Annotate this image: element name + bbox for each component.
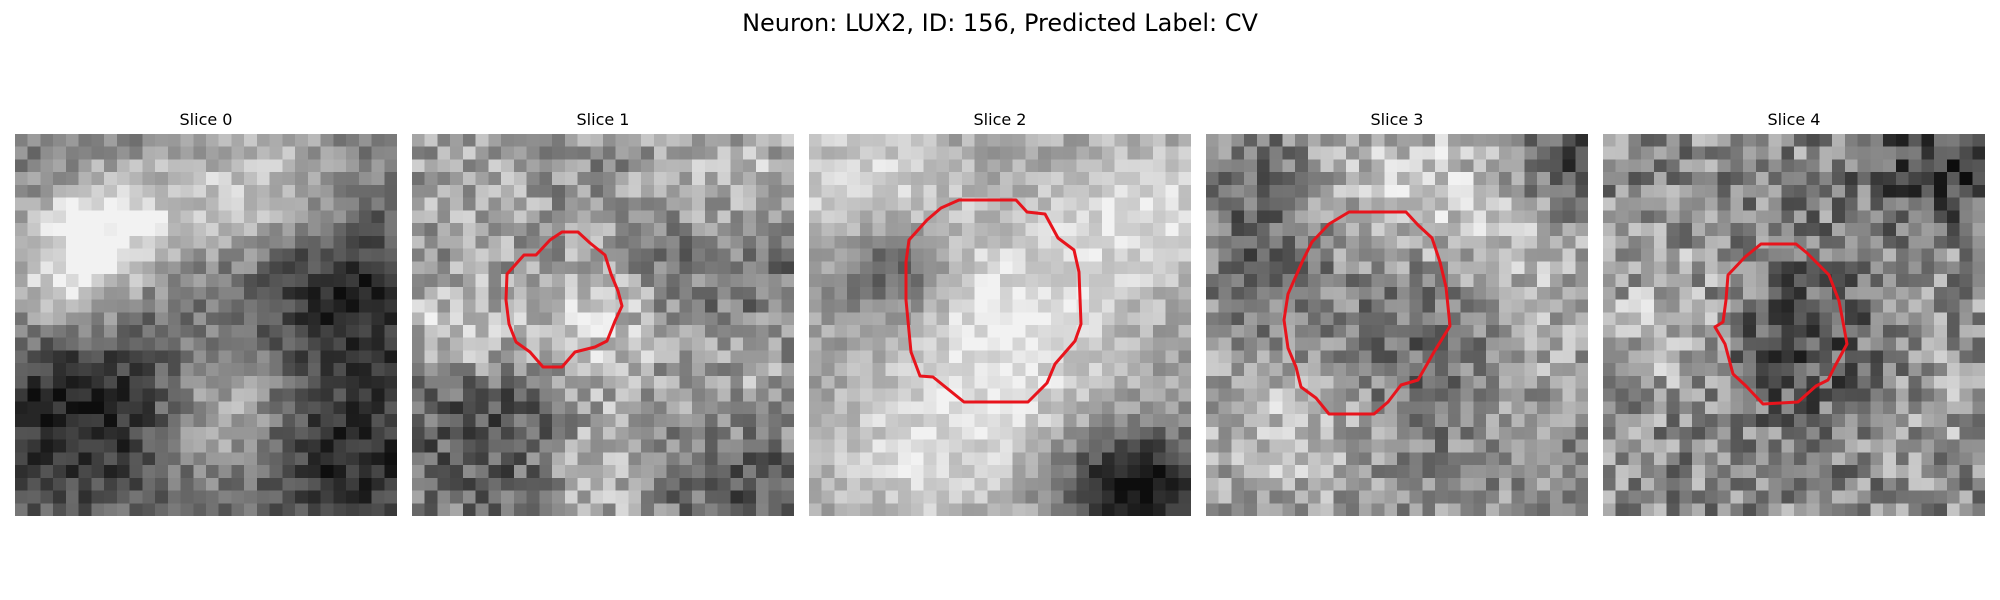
slice-2-title: Slice 2 bbox=[973, 110, 1027, 129]
slice-0-title: Slice 0 bbox=[179, 110, 233, 129]
slice-4-title: Slice 4 bbox=[1767, 110, 1821, 129]
slice-4-image bbox=[1603, 134, 1985, 516]
slice-3-image bbox=[1206, 134, 1588, 516]
slice-2-image bbox=[809, 134, 1191, 516]
slice-3-title: Slice 3 bbox=[1370, 110, 1424, 129]
slice-1-image bbox=[412, 134, 794, 516]
slice-1-title: Slice 1 bbox=[576, 110, 630, 129]
slice-0-image bbox=[15, 134, 397, 516]
figure-title: Neuron: LUX2, ID: 156, Predicted Label: … bbox=[742, 9, 1258, 37]
